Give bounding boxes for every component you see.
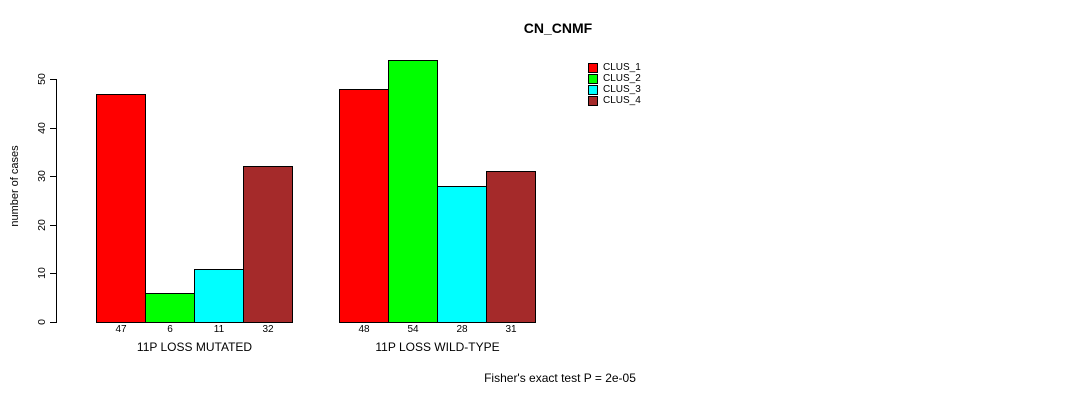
bar-value-label: 48 bbox=[358, 324, 370, 335]
legend-swatch bbox=[588, 95, 598, 106]
legend-item: CLUS_3 bbox=[588, 83, 641, 96]
legend-item: CLUS_4 bbox=[588, 95, 641, 106]
category-label: 11P LOSS WILD-TYPE bbox=[375, 340, 500, 354]
y-tick bbox=[50, 322, 56, 323]
legend: CLUS_1 CLUS_2 CLUS_3 CLUS_4 bbox=[588, 63, 641, 106]
bar-clus_2-group2 bbox=[388, 59, 438, 323]
legend-item: CLUS_2 bbox=[588, 74, 641, 85]
bar-clus_1-group2 bbox=[339, 88, 389, 323]
legend-swatch bbox=[588, 74, 598, 85]
y-axis-label: number of cases bbox=[9, 145, 21, 227]
legend-item: CLUS_1 bbox=[588, 63, 641, 74]
y-tick-label: 10 bbox=[36, 267, 48, 280]
bar-value-label: 11 bbox=[213, 324, 225, 335]
y-tick-label: 50 bbox=[36, 73, 48, 85]
legend-swatch bbox=[588, 63, 598, 74]
bar-value-label: 54 bbox=[407, 324, 419, 335]
bar-value-label: 28 bbox=[456, 324, 468, 335]
legend-label: CLUS_3 bbox=[603, 83, 641, 95]
y-tick-label: 40 bbox=[36, 121, 48, 134]
bar-clus_3-group2 bbox=[437, 185, 487, 323]
y-tick bbox=[50, 224, 56, 226]
bar-clus_4-group1 bbox=[243, 166, 293, 323]
legend-label: CLUS_4 bbox=[603, 94, 641, 106]
y-tick bbox=[50, 176, 56, 178]
y-axis-line bbox=[56, 79, 57, 323]
bar-clus_3-group1 bbox=[194, 268, 244, 323]
legend-label: CLUS_2 bbox=[603, 73, 641, 85]
bar-clus_2-group1 bbox=[145, 292, 195, 323]
y-tick bbox=[50, 79, 56, 80]
y-tick bbox=[50, 127, 56, 129]
y-tick bbox=[50, 273, 56, 275]
bar-value-label: 6 bbox=[167, 324, 173, 335]
bar-value-label: 32 bbox=[262, 324, 274, 335]
chart-title: CN_CNMF bbox=[523, 20, 593, 36]
legend-swatch bbox=[588, 84, 598, 95]
bar-clus_1-group1 bbox=[96, 93, 146, 323]
category-label: 11P LOSS MUTATED bbox=[136, 340, 253, 354]
y-tick-label: 30 bbox=[36, 170, 48, 183]
bar-value-label: 31 bbox=[505, 324, 517, 335]
bar-value-label: 47 bbox=[115, 324, 127, 335]
y-tick-label: 20 bbox=[36, 218, 48, 231]
legend-label: CLUS_1 bbox=[603, 62, 641, 74]
bar-clus_4-group2 bbox=[486, 171, 536, 323]
stat-test-annotation: Fisher's exact test P = 2e-05 bbox=[484, 371, 636, 385]
y-tick-label: 0 bbox=[36, 319, 48, 325]
